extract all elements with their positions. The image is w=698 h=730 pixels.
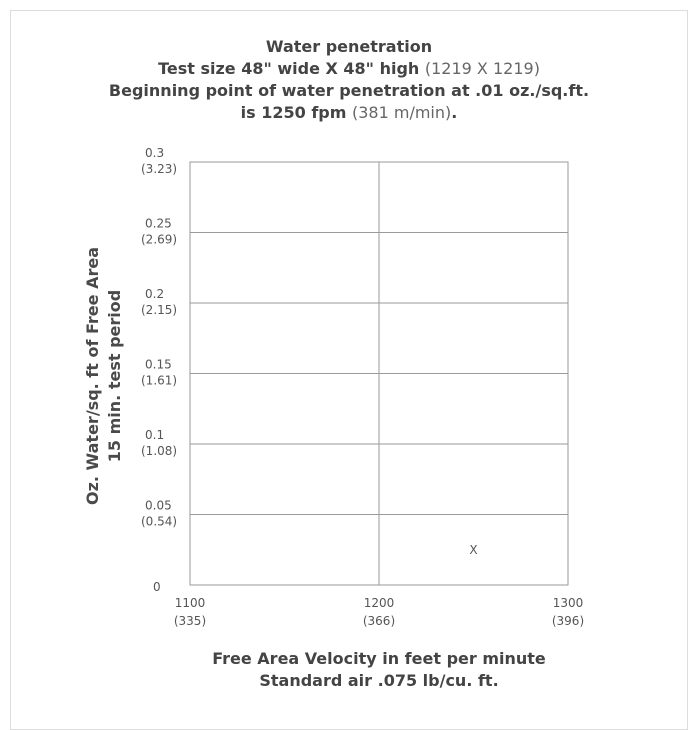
title-line-4-main: is 1250 fpm — [240, 103, 347, 122]
title-line-1: Water penetration — [265, 37, 433, 56]
y-tick-label: 0.25 — [145, 217, 172, 231]
title-line-2-metric: (1219 X 1219) — [424, 59, 540, 78]
chart-plot: 0 0.05 (0.54) 0.1 (1.08) 0.15 (1.61) 0.2 (2.15) 0… — [141, 146, 584, 628]
x-axis-label-line-2: Standard air .075 lb/cu. ft. — [259, 671, 499, 690]
title-line-4: is 1250 fpm (381 m/min). — [10, 102, 688, 124]
y-tick-sublabel: (2.69) — [141, 233, 177, 247]
x-tick-label: 1200 — [364, 596, 395, 610]
title-line-4-end: . — [451, 103, 458, 122]
y-tick-label: 0.1 — [145, 428, 164, 442]
y-tick-sublabel: (2.15) — [141, 303, 177, 317]
data-point-marker: X — [469, 543, 477, 557]
title-line-2-main: Test size 48" wide X 48" high — [158, 59, 420, 78]
y-tick-sublabel: (0.54) — [141, 515, 177, 529]
x-tick-label: 1300 — [553, 596, 584, 610]
y-tick-label: 0 — [153, 580, 161, 594]
x-axis-label-line-1: Free Area Velocity in feet per minute — [212, 649, 546, 668]
y-tick-label: 0.05 — [145, 499, 172, 513]
x-tick-sublabel: (396) — [552, 614, 584, 628]
x-axis-label: Free Area Velocity in feet per minute St… — [190, 648, 568, 692]
title-line-2: Test size 48" wide X 48" high (1219 X 12… — [10, 58, 688, 80]
x-tick-sublabel: (335) — [174, 614, 206, 628]
y-tick-sublabel: (3.23) — [141, 162, 177, 176]
chart-title: Water penetration Test size 48" wide X 4… — [10, 36, 688, 124]
x-tick-label: 1100 — [175, 596, 206, 610]
title-line-4-metric: (381 m/min) — [352, 103, 452, 122]
y-tick-label: 0.3 — [145, 146, 164, 160]
y-tick-label: 0.2 — [145, 287, 164, 301]
y-tick-label: 0.15 — [145, 358, 172, 372]
y-tick-sublabel: (1.61) — [141, 374, 177, 388]
y-tick-sublabel: (1.08) — [141, 444, 177, 458]
x-tick-sublabel: (366) — [363, 614, 395, 628]
title-line-3: Beginning point of water penetration at … — [108, 81, 590, 100]
